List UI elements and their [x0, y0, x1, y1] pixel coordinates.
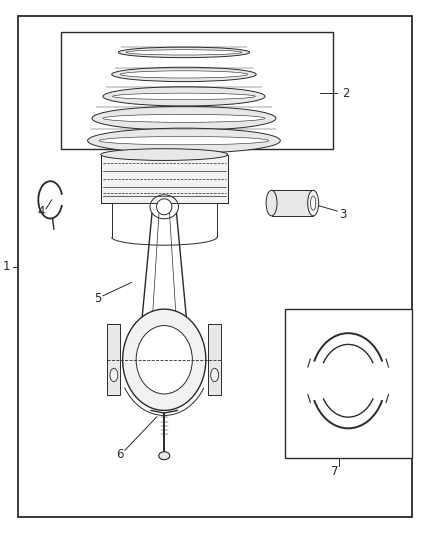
Ellipse shape: [118, 47, 250, 58]
Ellipse shape: [103, 87, 265, 106]
Ellipse shape: [88, 128, 280, 153]
Ellipse shape: [110, 368, 118, 382]
Bar: [61, 32, 333, 149]
Bar: [272, 190, 313, 216]
Text: 1: 1: [2, 260, 10, 273]
Ellipse shape: [136, 326, 192, 394]
Ellipse shape: [112, 67, 256, 82]
Text: 5: 5: [94, 292, 102, 305]
Text: 7: 7: [331, 465, 338, 478]
Text: 3: 3: [339, 208, 347, 221]
Ellipse shape: [211, 368, 219, 382]
Text: 4: 4: [37, 205, 45, 218]
Ellipse shape: [311, 196, 316, 210]
Ellipse shape: [113, 93, 255, 100]
Ellipse shape: [126, 50, 242, 55]
Ellipse shape: [123, 309, 206, 410]
Ellipse shape: [99, 136, 269, 145]
Ellipse shape: [159, 452, 170, 459]
Ellipse shape: [92, 106, 276, 130]
Bar: [101, 155, 228, 203]
Ellipse shape: [307, 190, 318, 216]
Text: 6: 6: [116, 448, 124, 461]
Ellipse shape: [120, 71, 247, 78]
Bar: [285, 309, 412, 458]
Ellipse shape: [103, 114, 265, 122]
Ellipse shape: [157, 199, 172, 215]
Ellipse shape: [101, 149, 228, 160]
Text: 2: 2: [342, 87, 349, 100]
Bar: [107, 324, 120, 395]
Ellipse shape: [266, 190, 277, 216]
Bar: [208, 324, 221, 395]
